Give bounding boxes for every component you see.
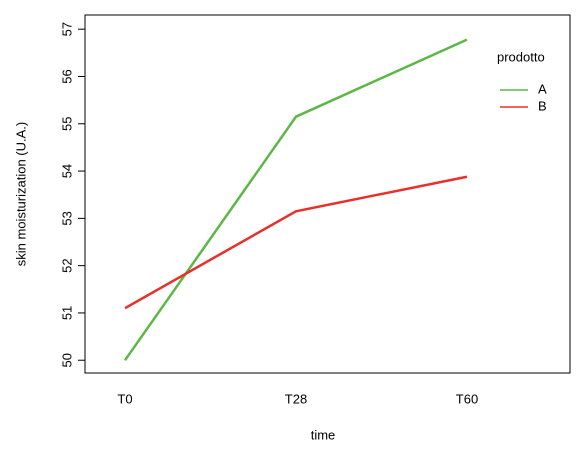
x-axis-label: time (311, 427, 336, 442)
y-axis-label: skin moisturization (U.A.) (13, 122, 28, 266)
y-tick-label: 50 (59, 353, 74, 367)
plot-box (84, 14, 571, 374)
legend-title: prodotto (497, 49, 545, 64)
legend-label: B (538, 98, 547, 113)
y-tick-label: 54 (59, 164, 74, 178)
x-tick-label: T60 (456, 391, 478, 406)
y-tick-label: 51 (59, 306, 74, 320)
y-tick-label: 52 (59, 258, 74, 272)
legend-label: A (538, 81, 547, 96)
x-tick-label: T28 (285, 391, 307, 406)
y-tick-label: 53 (59, 211, 74, 225)
series-line (123, 38, 468, 361)
x-tick-label: T0 (117, 391, 132, 406)
y-tick-label: 56 (59, 69, 74, 83)
series-line (124, 175, 468, 310)
y-tick-label: 55 (59, 117, 74, 131)
y-tick-label: 57 (59, 22, 74, 36)
